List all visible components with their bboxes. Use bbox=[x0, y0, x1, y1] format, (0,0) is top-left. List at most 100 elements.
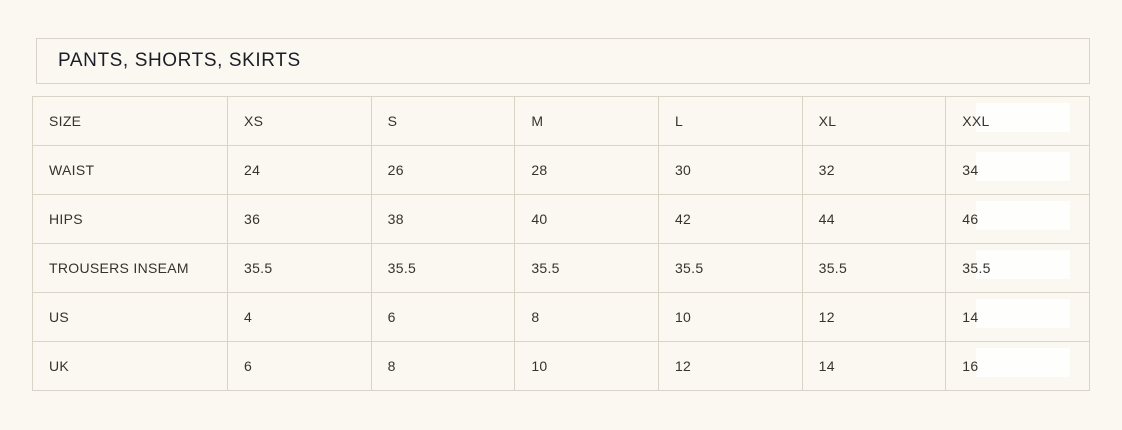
value-cell: 8 bbox=[370, 341, 516, 391]
cell-value: 16 bbox=[962, 358, 979, 374]
row-label-cell: US bbox=[32, 292, 228, 342]
value-cell: 46 bbox=[945, 194, 1090, 244]
value-cell: 28 bbox=[514, 145, 659, 195]
row-label-cell: UK bbox=[32, 341, 228, 391]
value-cell: 36 bbox=[227, 194, 372, 244]
cell-value: 14 bbox=[962, 309, 979, 325]
value-cell: 35.5 bbox=[370, 243, 516, 293]
cell-value: XS bbox=[244, 113, 264, 129]
cell-value: 42 bbox=[674, 211, 692, 227]
white-highlight-patch bbox=[976, 201, 1071, 230]
value-cell: 35.5 bbox=[657, 243, 803, 293]
value-cell: 26 bbox=[370, 145, 516, 195]
size-chart-title-box: PANTS, SHORTS, SKIRTS bbox=[36, 38, 1090, 84]
row-label: TROUSERS INSEAM bbox=[49, 260, 189, 276]
cell-value: 12 bbox=[818, 309, 835, 325]
value-cell: XXL bbox=[945, 96, 1090, 146]
size-table: SIZE XS S M L XL XXL WAIST 24 26 28 30 32 34 HIPS 36 38 4… bbox=[32, 96, 1090, 391]
value-cell: 14 bbox=[801, 341, 947, 391]
cell-value: 12 bbox=[674, 358, 692, 374]
cell-value: 10 bbox=[531, 358, 548, 374]
table-row: HIPS 36 38 40 42 44 46 bbox=[32, 194, 1090, 244]
table-row: UK 6 8 10 12 14 16 bbox=[32, 341, 1090, 391]
cell-value: 6 bbox=[387, 309, 396, 325]
cell-value: 40 bbox=[531, 211, 548, 227]
row-label: SIZE bbox=[49, 113, 82, 129]
value-cell: 10 bbox=[514, 341, 659, 391]
cell-value: 8 bbox=[531, 309, 540, 325]
cell-value: XL bbox=[818, 113, 837, 129]
table-row: TROUSERS INSEAM 35.5 35.5 35.5 35.5 35.5 35.5 bbox=[32, 243, 1090, 293]
value-cell: 30 bbox=[657, 145, 803, 195]
cell-value: M bbox=[531, 113, 544, 129]
cell-value: XXL bbox=[962, 113, 990, 129]
value-cell: 12 bbox=[801, 292, 947, 342]
value-cell: 12 bbox=[657, 341, 803, 391]
row-label-cell: SIZE bbox=[32, 96, 228, 146]
row-label-cell: WAIST bbox=[32, 145, 228, 195]
value-cell: L bbox=[657, 96, 803, 146]
value-cell: 35.5 bbox=[801, 243, 947, 293]
cell-value: 35.5 bbox=[962, 260, 991, 276]
cell-value: 35.5 bbox=[531, 260, 560, 276]
table-row: WAIST 24 26 28 30 32 34 bbox=[32, 145, 1090, 195]
cell-value: 32 bbox=[818, 162, 835, 178]
white-highlight-patch bbox=[976, 250, 1071, 279]
cell-value: 6 bbox=[244, 358, 253, 374]
value-cell: 8 bbox=[514, 292, 659, 342]
size-chart-title: PANTS, SHORTS, SKIRTS bbox=[58, 50, 301, 71]
size-header-row: SIZE XS S M L XL XXL bbox=[32, 96, 1090, 146]
value-cell: M bbox=[514, 96, 659, 146]
cell-value: 34 bbox=[962, 162, 979, 178]
value-cell: 35.5 bbox=[945, 243, 1090, 293]
cell-value: 44 bbox=[818, 211, 835, 227]
cell-value: 4 bbox=[244, 309, 253, 325]
cell-value: 35.5 bbox=[674, 260, 704, 276]
value-cell: 16 bbox=[945, 341, 1090, 391]
cell-value: 35.5 bbox=[818, 260, 848, 276]
cell-value: S bbox=[387, 113, 398, 129]
cell-value: 10 bbox=[674, 309, 692, 325]
value-cell: 35.5 bbox=[514, 243, 659, 293]
cell-value: 8 bbox=[387, 358, 396, 374]
cell-value: 28 bbox=[531, 162, 548, 178]
value-cell: 35.5 bbox=[227, 243, 372, 293]
cell-value: 35.5 bbox=[244, 260, 273, 276]
value-cell: 34 bbox=[945, 145, 1090, 195]
row-label: HIPS bbox=[49, 211, 83, 227]
cell-value: 30 bbox=[674, 162, 692, 178]
cell-value: 46 bbox=[962, 211, 979, 227]
row-label: US bbox=[49, 309, 70, 325]
row-label: UK bbox=[49, 358, 70, 374]
value-cell: 10 bbox=[657, 292, 803, 342]
cell-value: 26 bbox=[387, 162, 404, 178]
value-cell: 32 bbox=[801, 145, 947, 195]
white-highlight-patch bbox=[976, 348, 1071, 377]
cell-value: L bbox=[674, 113, 684, 129]
table-row: US 4 6 8 10 12 14 bbox=[32, 292, 1090, 342]
value-cell: XL bbox=[801, 96, 947, 146]
cell-value: 36 bbox=[244, 211, 261, 227]
value-cell: 6 bbox=[227, 341, 372, 391]
value-cell: 24 bbox=[227, 145, 372, 195]
cell-value: 14 bbox=[818, 358, 835, 374]
white-highlight-patch bbox=[976, 152, 1071, 181]
value-cell: XS bbox=[227, 96, 372, 146]
value-cell: 38 bbox=[370, 194, 516, 244]
value-cell: 14 bbox=[945, 292, 1090, 342]
value-cell: 42 bbox=[657, 194, 803, 244]
value-cell: 6 bbox=[370, 292, 516, 342]
value-cell: 4 bbox=[227, 292, 372, 342]
white-highlight-patch bbox=[976, 299, 1071, 328]
row-label-cell: HIPS bbox=[32, 194, 228, 244]
row-label-cell: TROUSERS INSEAM bbox=[32, 243, 228, 293]
white-highlight-patch bbox=[976, 103, 1071, 132]
row-label: WAIST bbox=[49, 162, 95, 178]
value-cell: 40 bbox=[514, 194, 659, 244]
value-cell: 44 bbox=[801, 194, 947, 244]
cell-value: 35.5 bbox=[387, 260, 417, 276]
cell-value: 24 bbox=[244, 162, 261, 178]
value-cell: S bbox=[370, 96, 516, 146]
size-table-body: SIZE XS S M L XL XXL WAIST 24 26 28 30 32 34 HIPS 36 38 4… bbox=[32, 96, 1090, 391]
